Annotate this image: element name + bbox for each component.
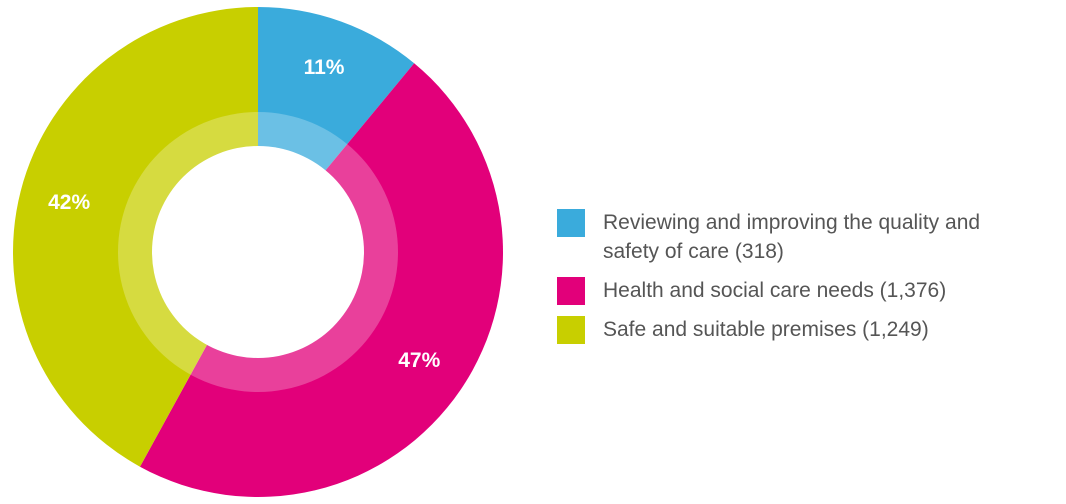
donut-chart: 11% 47% 42%: [13, 7, 503, 497]
value-label: 42%: [48, 191, 90, 214]
value-label: 47%: [398, 349, 440, 372]
legend-item: Safe and suitable premises (1,249): [557, 315, 1027, 344]
legend-item: Reviewing and improving the quality and …: [557, 208, 1027, 266]
legend: Reviewing and improving the quality and …: [557, 208, 1027, 354]
legend-label: Reviewing and improving the quality and …: [603, 211, 981, 263]
slice: [13, 7, 258, 467]
legend-label: Safe and suitable premises (1,249): [603, 318, 929, 341]
legend-item: Health and social care needs (1,376): [557, 276, 1027, 305]
donut-hole: [152, 146, 364, 358]
legend-swatch: [557, 316, 585, 344]
legend-label: Health and social care needs (1,376): [603, 279, 947, 302]
value-label: 11%: [304, 56, 345, 79]
legend-swatch: [557, 277, 585, 305]
legend-swatch: [557, 209, 585, 237]
